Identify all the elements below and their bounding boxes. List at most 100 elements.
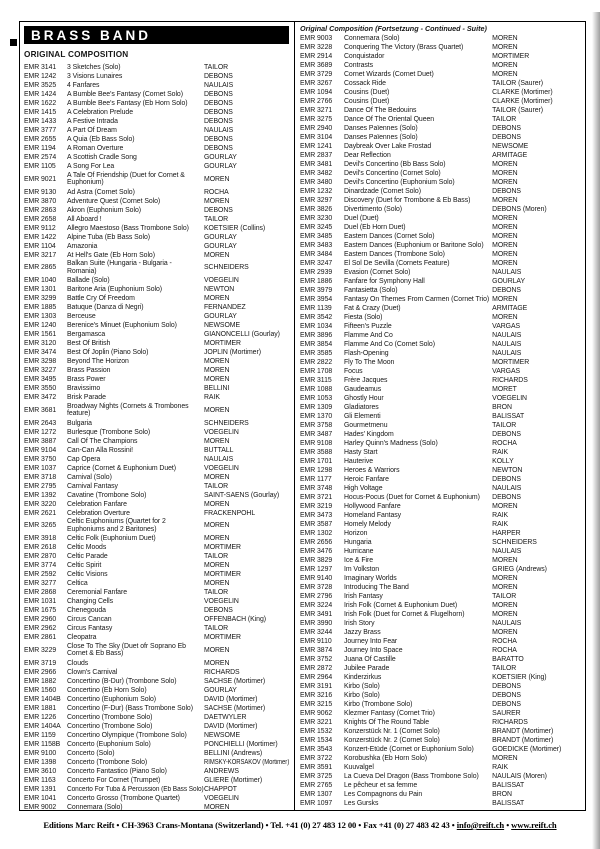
piece-title: Allegro Maestoso (Bass Trombone Solo) (67, 224, 189, 232)
emr-code-cell: EMR 3542 (300, 313, 344, 322)
emr-code: EMR 1297 (300, 566, 333, 573)
piece-title: Irish Story (344, 620, 375, 627)
piece-title-cell: Discovery (Duet for Trombone & Eb Bass) (344, 196, 492, 205)
emr-code: EMR 3542 (300, 314, 333, 321)
piece-title-cell: Brisk Parade (67, 393, 204, 402)
composer-name: DEBONS (492, 188, 521, 195)
composer-name-cell: MOREN (492, 196, 585, 205)
emr-code-cell: EMR 1307 (300, 790, 344, 799)
emr-code-cell: EMR 1708 (300, 367, 344, 376)
composer-name-cell: VOEGELIN (204, 794, 289, 803)
composer-name: VARGAS (492, 368, 521, 375)
piece-title: Kinderzirkus (344, 674, 382, 681)
emr-code: EMR 9003 (300, 35, 333, 42)
emr-code-cell: EMR 3750 (24, 455, 67, 464)
piece-title-cell: Heroic Fanfare (344, 475, 492, 484)
emr-code-cell: EMR 3829 (300, 556, 344, 565)
emr-code-cell: EMR 2870 (24, 552, 67, 561)
catalog-row: EMR 3826 Divertimento (Solo) DEBONS (Moren… (300, 205, 585, 214)
emr-code-cell: EMR 3525 (24, 81, 67, 90)
composer-name-cell: NAULAIS (492, 349, 585, 358)
emr-code: EMR 3115 (300, 377, 332, 384)
email-link[interactable]: info@reift.ch (456, 820, 505, 830)
piece-title-cell: Horizon (344, 529, 492, 538)
piece-title-cell: Celebration Fanfare (67, 500, 204, 509)
emr-code: EMR 3874 (300, 647, 333, 654)
website-link[interactable]: www.reift.ch (511, 820, 557, 830)
composer-name: GOURLAY (204, 233, 237, 241)
emr-code-cell: EMR 2621 (24, 509, 67, 518)
emr-code-cell: EMR 3191 (300, 682, 344, 691)
emr-code: EMR 3484 (300, 251, 333, 258)
emr-code-cell: EMR 1882 (24, 677, 67, 686)
composer-name-cell: MOREN (492, 556, 585, 565)
emr-code: EMR 1391 (24, 785, 57, 793)
piece-title: A Bumble Bee's Fantasy (Eb Horn Solo) (67, 100, 188, 107)
composer-name-cell: GOURLAY (204, 242, 289, 251)
piece-title-cell: Eastern Dances (Trombone Solo) (344, 250, 492, 259)
composer-name: ROCHA (204, 188, 229, 196)
catalog-row: EMR 3718 Carnival (Solo) MOREN (24, 473, 289, 482)
emr-code-cell: EMR 1242 (24, 72, 67, 81)
composer-name-cell: MOREN (492, 313, 585, 322)
emr-code: EMR 3722 (300, 755, 333, 762)
piece-title: Discovery (Duet for Trombone & Eb Bass) (344, 197, 471, 204)
composer-name-cell: NEWSOME (204, 731, 289, 740)
piece-title: Berenice's Minuet (Euphonium Solo) (67, 322, 177, 329)
piece-title: Kirbo (Trombone Solo) (344, 701, 413, 708)
piece-title-cell: Frère Jacques (344, 376, 492, 385)
emr-code: EMR 3689 (300, 62, 333, 69)
composer-name-cell: MOREN (492, 223, 585, 232)
catalog-row: EMR 2861 Cleopatra MORTIMER (24, 633, 289, 642)
piece-title-cell: Celebration Overture (67, 509, 204, 518)
composer-name: DEBONS (Moren) (492, 206, 547, 213)
composer-name-cell: MOREN (492, 178, 585, 187)
composer-name: RICHARDS (492, 377, 528, 384)
emr-code-cell: EMR 3277 (24, 579, 67, 588)
emr-code: EMR 1088 (300, 386, 333, 393)
piece-title: Hurricane (344, 548, 374, 555)
composer-name-cell: OFFENBACH (King) (204, 615, 289, 624)
composer-name: MOREN (492, 611, 518, 618)
piece-title-cell: Cousins (Duet) (344, 88, 492, 97)
catalog-row: EMR 1885 Batuque (Danza di Negri) FERNANDE… (24, 303, 289, 312)
piece-title: Hades' Kingdom (344, 431, 394, 438)
emr-code: EMR 3215 (300, 701, 333, 708)
piece-title-cell: Concerto For Cornet (Trumpet) (67, 776, 204, 785)
emr-code-cell: EMR 3297 (300, 196, 344, 205)
catalog-row: EMR 2868 Ceremonial Fanfare TAILOR (24, 588, 289, 597)
composer-name-cell: MOREN (204, 175, 289, 184)
piece-title-cell: Clown's Carnival (67, 668, 204, 677)
catalog-row: EMR 1226 Concertino (Trombone Solo) DAETWY… (24, 713, 289, 722)
emr-code-cell: EMR 3543 (300, 745, 344, 754)
piece-title-cell: Devil's Concertino (Bb Bass Solo) (344, 160, 492, 169)
composer-name-cell: BRANDT (Mortimer) (492, 727, 585, 736)
emr-code: EMR 1881 (24, 704, 57, 712)
piece-title: Concerto For Cornet (Trumpet) (67, 776, 161, 784)
emr-code: EMR 1163 (24, 776, 56, 784)
composer-name: TAILOR (Saurer) (492, 107, 543, 114)
piece-title-cell: Eastern Dances (Cornet Solo) (344, 232, 492, 241)
emr-code: EMR 3854 (300, 341, 333, 348)
composer-name-cell: CLARKE (Mortimer) (492, 97, 585, 106)
piece-title: Balkan Suite (Hungaria - Bulgaria - Roma… (67, 260, 172, 275)
emr-code: EMR 3777 (24, 127, 57, 134)
piece-title: Concertino (Euphonium Solo) (67, 695, 157, 703)
emr-code-cell: EMR 3870 (24, 197, 67, 206)
composer-name-cell: BRON (492, 790, 585, 799)
emr-code: EMR 3718 (24, 473, 57, 481)
emr-code-cell: EMR 2861 (24, 633, 67, 642)
composer-name: MOREN (492, 575, 518, 582)
emr-code-cell: EMR 3728 (300, 583, 344, 592)
emr-code: EMR 1226 (24, 713, 57, 721)
piece-title-cell: Circus Cancan (67, 615, 204, 624)
composer-name: BELLINI (204, 385, 230, 392)
piece-title-cell: Focus (344, 367, 492, 376)
piece-title: Hollywood Fanfare (344, 503, 401, 510)
emr-code: EMR 1053 (300, 395, 333, 402)
composer-name-cell: SACHSE (Mortimer) (204, 677, 289, 686)
emr-code-cell: EMR 3483 (300, 241, 344, 250)
piece-title-cell: Jubilee Parade (344, 664, 492, 673)
piece-title: Dance Of The Oriental Queen (344, 116, 435, 123)
composer-name: NAULAIS (492, 485, 522, 492)
